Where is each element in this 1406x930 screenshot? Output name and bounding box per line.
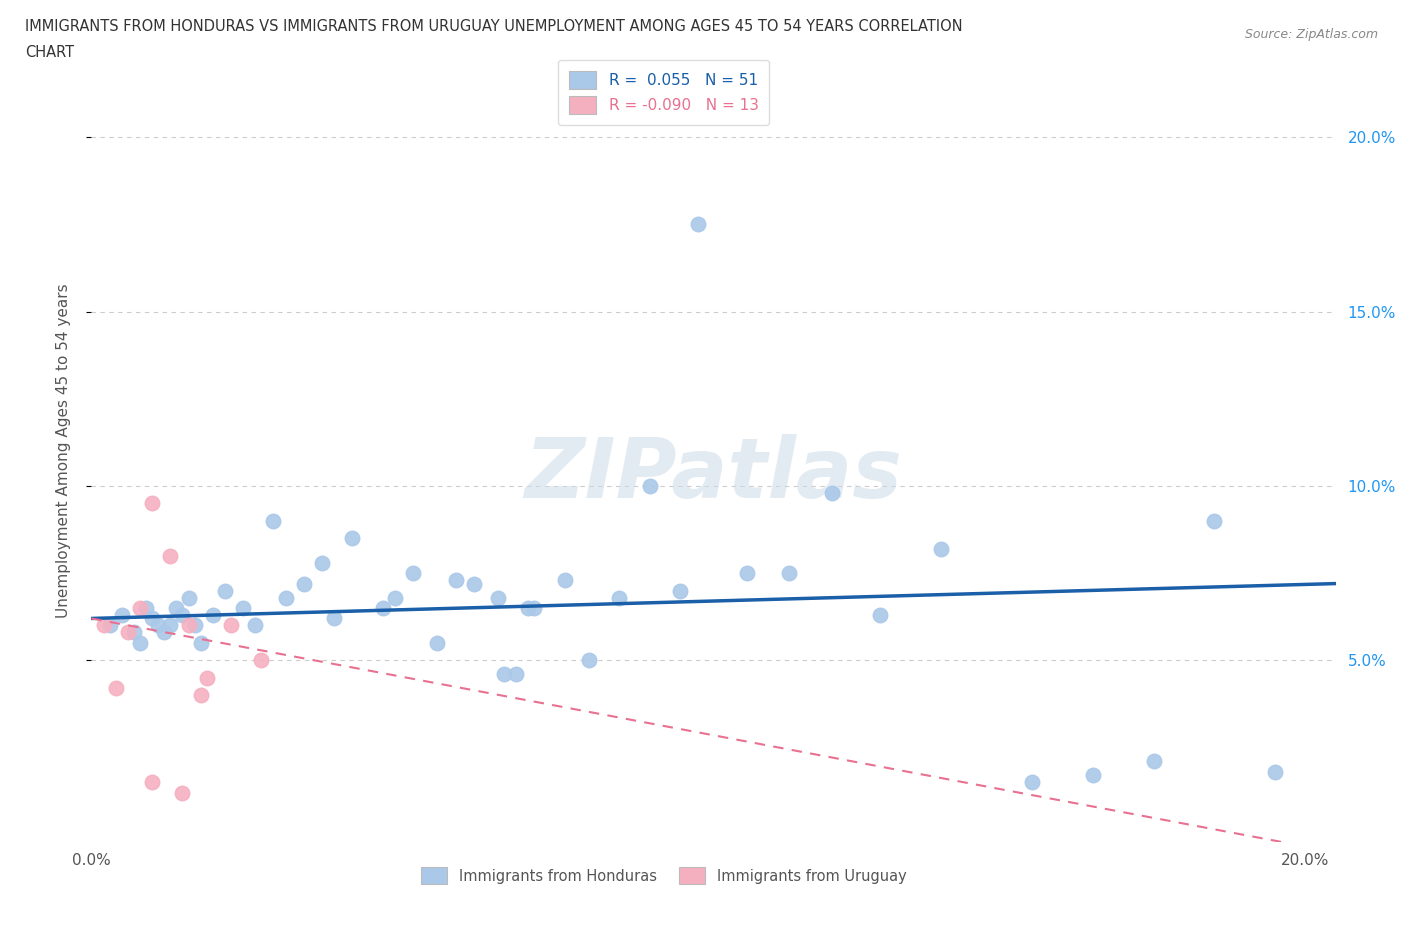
Text: IMMIGRANTS FROM HONDURAS VS IMMIGRANTS FROM URUGUAY UNEMPLOYMENT AMONG AGES 45 T: IMMIGRANTS FROM HONDURAS VS IMMIGRANTS F…	[25, 19, 963, 33]
Point	[141, 496, 163, 511]
Point	[1142, 754, 1164, 769]
Point	[311, 555, 333, 570]
Point	[153, 625, 176, 640]
Point	[402, 565, 425, 580]
Point	[250, 653, 273, 668]
Point	[1021, 775, 1043, 790]
Point	[688, 217, 710, 232]
Point	[323, 611, 346, 626]
Point	[517, 601, 540, 616]
Point	[523, 601, 546, 616]
Point	[463, 577, 485, 591]
Point	[165, 601, 187, 616]
Point	[292, 577, 315, 591]
Text: ZIPatlas: ZIPatlas	[524, 434, 903, 515]
Text: Source: ZipAtlas.com: Source: ZipAtlas.com	[1244, 28, 1378, 41]
Point	[821, 485, 844, 500]
Point	[201, 607, 224, 622]
Point	[159, 618, 181, 633]
Point	[172, 785, 194, 800]
Point	[195, 671, 218, 685]
Point	[638, 479, 661, 494]
Point	[159, 549, 181, 564]
Point	[578, 653, 600, 668]
Point	[494, 667, 516, 682]
Point	[214, 583, 236, 598]
Point	[232, 601, 254, 616]
Legend: Immigrants from Honduras, Immigrants from Uruguay: Immigrants from Honduras, Immigrants fro…	[412, 858, 915, 893]
Point	[93, 618, 115, 633]
Point	[1204, 513, 1226, 528]
Point	[426, 635, 449, 650]
Point	[183, 618, 205, 633]
Point	[274, 591, 297, 605]
Point	[104, 681, 127, 696]
Point	[371, 601, 394, 616]
Point	[177, 591, 200, 605]
Point	[1264, 764, 1286, 779]
Point	[98, 618, 121, 633]
Point	[778, 565, 800, 580]
Point	[1081, 768, 1104, 783]
Text: CHART: CHART	[25, 45, 75, 60]
Point	[129, 601, 152, 616]
Point	[135, 601, 157, 616]
Point	[609, 591, 631, 605]
Point	[869, 607, 891, 622]
Point	[172, 607, 194, 622]
Point	[141, 775, 163, 790]
Point	[263, 513, 285, 528]
Y-axis label: Unemployment Among Ages 45 to 54 years: Unemployment Among Ages 45 to 54 years	[56, 284, 70, 618]
Point	[177, 618, 200, 633]
Point	[486, 591, 509, 605]
Point	[342, 531, 364, 546]
Point	[129, 635, 152, 650]
Point	[111, 607, 134, 622]
Point	[245, 618, 267, 633]
Point	[384, 591, 406, 605]
Point	[190, 688, 212, 703]
Point	[505, 667, 527, 682]
Point	[190, 635, 212, 650]
Point	[141, 611, 163, 626]
Point	[929, 541, 952, 556]
Point	[444, 573, 467, 588]
Point	[669, 583, 692, 598]
Point	[554, 573, 576, 588]
Point	[146, 618, 169, 633]
Point	[735, 565, 758, 580]
Point	[219, 618, 242, 633]
Point	[122, 625, 145, 640]
Point	[117, 625, 139, 640]
